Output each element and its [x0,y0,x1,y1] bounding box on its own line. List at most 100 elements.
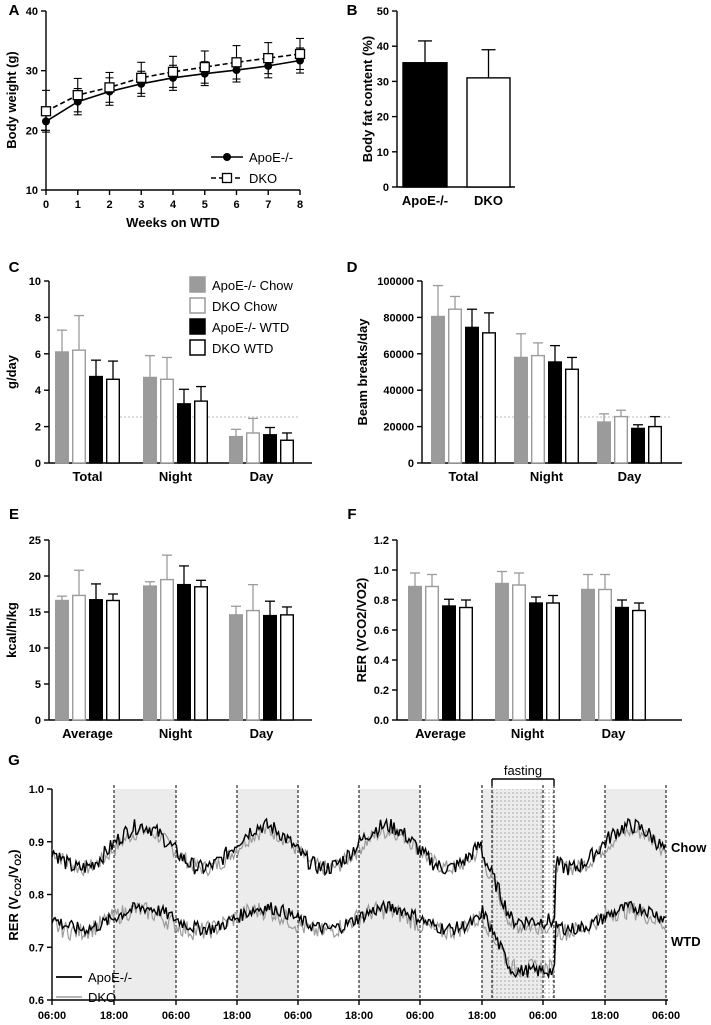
x-tick-label: 06:00 [162,1010,190,1022]
y-tick-label: 20 [26,125,38,137]
legend-swatch [189,339,206,356]
y-tick-label: 5 [35,679,41,691]
x-category-label: Night [530,469,564,484]
x-tick-label: 06:00 [652,1010,680,1022]
legend-label: DKO [88,990,116,1005]
legend-label: DKO [249,171,277,186]
group-label-chow: Chow [671,840,707,855]
x-tick-label: 3 [138,199,144,211]
y-tick-label: 10 [29,276,41,288]
bar [176,403,191,464]
legend-label: ApoE-/- [249,150,293,165]
x-category-label: Night [511,726,545,741]
panel-letter-f: F [347,506,356,523]
y-tick-label: 0.8 [29,890,44,902]
bar [280,614,295,721]
x-category-label: ApoE-/- [402,193,448,208]
y-tick-label: 1.2 [374,535,389,547]
bar [581,588,596,721]
y-tick-label: 0.2 [374,685,389,697]
bar [548,361,563,464]
x-tick-label: 1 [75,199,81,211]
x-tick-label: 18:00 [100,1010,128,1022]
data-point [136,72,147,83]
y-tick-label: 20000 [383,422,414,434]
x-category-label: Total [72,469,102,484]
bar [280,439,295,464]
y-axis-label: g/day [4,354,19,389]
y-tick-label: 0 [35,458,41,470]
x-category-label: Night [159,469,193,484]
bar [529,602,544,721]
data-point [72,89,83,101]
data-point [263,52,274,64]
legend-marker [221,172,233,184]
y-tick-label: 10 [26,185,38,197]
x-tick-label: 06:00 [284,1010,312,1022]
x-axis-label: Weeks on WTD [126,215,220,230]
y-tick-label: 40000 [383,385,414,397]
data-point [104,82,115,93]
x-tick-label: 5 [202,199,208,211]
subscript: CO2 [13,878,23,897]
data-point [167,66,179,78]
bar [71,594,86,721]
x-tick-label: 06:00 [406,1010,434,1022]
bar [514,356,529,464]
chow-apoe-trace [51,817,667,931]
group-label-wtd: WTD [671,934,701,949]
bar [228,435,243,464]
bar [105,599,120,721]
bar [245,609,260,721]
y-tick-label: 40 [26,6,38,18]
panel-letter-d: D [347,259,358,276]
y-tick-label: 1.0 [29,784,44,796]
bar [459,606,474,721]
y-tick-label: 0 [35,715,41,727]
y-tick-label: 0.0 [374,715,389,727]
y-axis-label: Beam breaks/day [355,318,370,426]
bar [88,599,103,721]
fasting-label: fasting [504,763,542,778]
y-tick-label: 1.0 [374,565,389,577]
y-axis-label: RER (VCO2/VO2) [6,849,23,940]
data-point [231,57,242,68]
y-tick-label: 30 [377,76,389,88]
y-tick-label: 4 [35,385,42,397]
y-tick-label: 0 [383,182,389,194]
bar [159,578,174,721]
legend-label: DKO Chow [212,299,278,314]
bar [105,378,120,464]
x-tick-label: 18:00 [223,1010,251,1022]
x-category-label: Total [448,469,478,484]
legend-label: ApoE-/- WTD [212,320,289,335]
y-tick-label: 0.4 [374,655,390,667]
x-tick-label: 2 [106,199,112,211]
legend-swatch [189,276,206,293]
data-point [40,106,52,117]
data-point [199,61,210,73]
y-tick-label: 0.6 [374,625,389,637]
bar [402,62,448,188]
y-tick-label: 0 [408,458,414,470]
x-tick-label: 7 [265,199,271,211]
bar [614,415,629,464]
bar [159,378,174,464]
y-axis-label: Body fat content (%) [360,36,375,162]
bar [648,425,663,464]
y-tick-label: 0.7 [29,942,44,954]
y-tick-label: 40 [377,41,389,53]
y-tick-label: 80000 [383,312,414,324]
x-category-label: Night [159,726,193,741]
x-tick-label: 4 [170,199,177,211]
y-tick-label: 50 [377,6,389,18]
bar [176,583,191,721]
y-tick-label: 30 [26,66,38,78]
bar [142,585,157,721]
bar [408,585,423,721]
legend-swatch [189,318,206,335]
legend-swatch [189,297,206,314]
bar [228,614,243,721]
x-category-label: Average [415,726,466,741]
